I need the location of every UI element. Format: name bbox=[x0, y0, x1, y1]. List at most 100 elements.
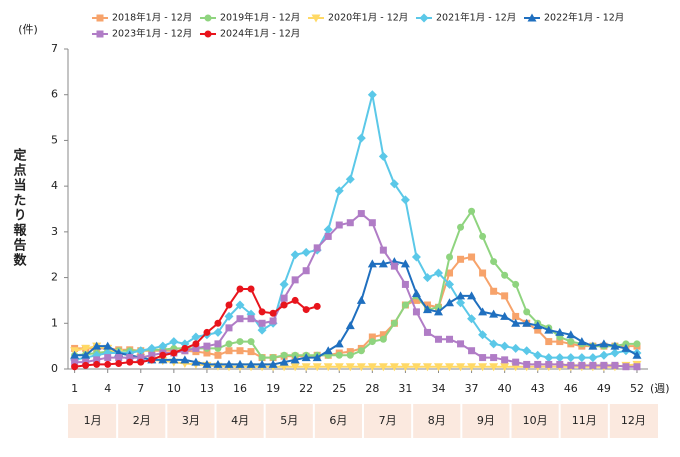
point bbox=[367, 90, 377, 100]
point bbox=[126, 358, 134, 366]
point bbox=[534, 326, 542, 334]
legend-label: 2023年1月 - 12月 bbox=[112, 28, 192, 40]
point bbox=[203, 349, 211, 357]
point bbox=[313, 244, 321, 252]
point bbox=[633, 363, 641, 371]
point bbox=[346, 219, 354, 227]
x-unit: (週) bbox=[650, 382, 670, 395]
point bbox=[522, 346, 532, 356]
point bbox=[137, 354, 145, 362]
x-tick-label: 25 bbox=[332, 382, 346, 395]
point bbox=[280, 294, 288, 302]
point bbox=[555, 327, 565, 336]
x-tick-label: 16 bbox=[233, 382, 247, 395]
point bbox=[422, 305, 432, 314]
point bbox=[400, 195, 410, 205]
point bbox=[204, 30, 212, 38]
point bbox=[512, 280, 520, 288]
point bbox=[203, 342, 211, 350]
point bbox=[291, 296, 299, 304]
point bbox=[357, 210, 365, 218]
point bbox=[501, 292, 509, 300]
point bbox=[534, 360, 542, 368]
y-tick-label: 1 bbox=[51, 316, 58, 329]
point bbox=[169, 355, 179, 364]
point bbox=[566, 353, 576, 363]
point bbox=[214, 319, 222, 327]
point bbox=[500, 363, 510, 372]
point bbox=[389, 363, 399, 372]
point bbox=[323, 346, 333, 355]
point bbox=[280, 351, 288, 359]
point bbox=[367, 259, 377, 268]
point bbox=[368, 333, 376, 341]
point bbox=[489, 363, 499, 372]
month-label: 5月 bbox=[280, 414, 298, 427]
point bbox=[544, 325, 554, 334]
point bbox=[456, 363, 466, 372]
point bbox=[511, 343, 521, 353]
point bbox=[147, 343, 157, 353]
point bbox=[599, 350, 609, 360]
point bbox=[500, 341, 510, 351]
point bbox=[301, 353, 311, 362]
point bbox=[368, 338, 376, 346]
month-label: 6月 bbox=[329, 414, 347, 427]
point bbox=[356, 363, 366, 372]
x-tick-label: 43 bbox=[531, 382, 545, 395]
point bbox=[225, 301, 233, 309]
point bbox=[346, 348, 354, 356]
point bbox=[479, 232, 487, 240]
x-tick-label: 46 bbox=[564, 382, 578, 395]
point bbox=[312, 363, 322, 372]
point bbox=[214, 351, 222, 359]
point bbox=[236, 315, 244, 323]
point bbox=[577, 353, 587, 363]
point bbox=[527, 13, 537, 22]
y-unit: (件) bbox=[18, 23, 38, 36]
point bbox=[500, 311, 510, 320]
x-tick-label: 40 bbox=[498, 382, 512, 395]
legend-label: 2022年1月 - 12月 bbox=[544, 12, 624, 24]
point bbox=[523, 360, 531, 368]
point bbox=[434, 303, 442, 311]
point bbox=[323, 363, 333, 372]
point bbox=[334, 363, 344, 372]
point bbox=[148, 356, 156, 364]
month-label: 1月 bbox=[84, 414, 102, 427]
point bbox=[312, 353, 322, 362]
x-tick-label: 49 bbox=[597, 382, 611, 395]
point bbox=[148, 351, 156, 359]
series-line bbox=[74, 212, 637, 368]
point bbox=[523, 308, 531, 316]
point bbox=[213, 327, 223, 337]
point bbox=[556, 360, 564, 368]
point bbox=[378, 259, 388, 268]
point bbox=[236, 338, 244, 346]
point bbox=[489, 309, 499, 318]
point bbox=[468, 207, 476, 215]
point bbox=[445, 298, 455, 307]
point bbox=[301, 363, 311, 372]
point bbox=[290, 355, 300, 364]
point bbox=[225, 324, 233, 332]
point bbox=[169, 337, 179, 347]
point bbox=[181, 344, 189, 352]
point bbox=[588, 353, 598, 363]
point bbox=[544, 353, 554, 363]
x-tick-label: 22 bbox=[299, 382, 313, 395]
point bbox=[247, 348, 255, 356]
point bbox=[433, 363, 443, 372]
y-axis-label: 定点当たり報告数 bbox=[11, 147, 28, 268]
point bbox=[433, 268, 443, 278]
point bbox=[501, 356, 509, 364]
point bbox=[556, 338, 564, 346]
point bbox=[159, 351, 167, 359]
point bbox=[468, 253, 476, 261]
point bbox=[257, 325, 267, 335]
series-line bbox=[74, 255, 637, 359]
point bbox=[137, 358, 145, 366]
point bbox=[390, 262, 398, 270]
point bbox=[158, 341, 168, 351]
